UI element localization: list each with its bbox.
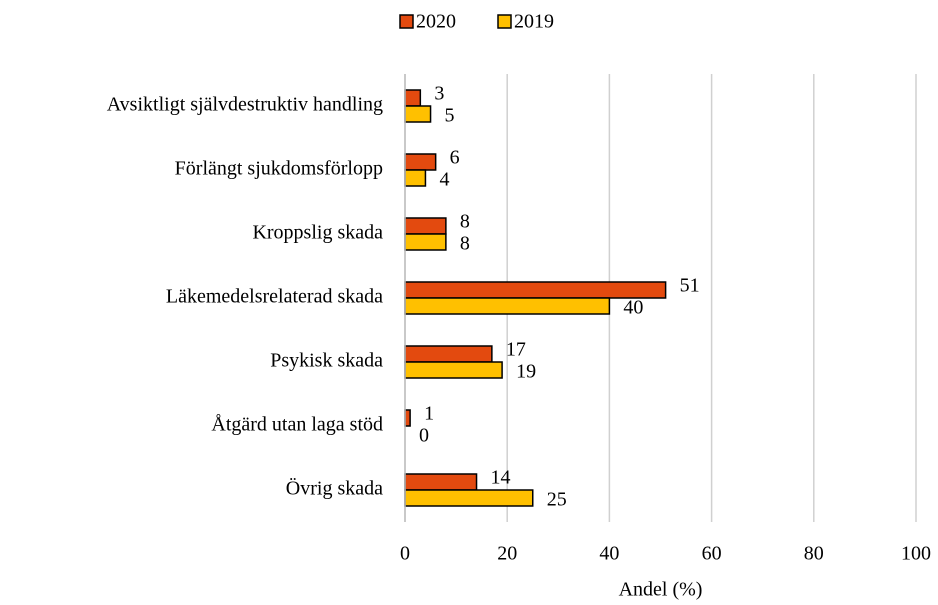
bar bbox=[404, 217, 447, 235]
bar bbox=[404, 105, 432, 123]
bar bbox=[404, 361, 503, 379]
data-label: 6 bbox=[450, 147, 460, 169]
data-label: 0 bbox=[419, 425, 429, 447]
legend-label: 2019 bbox=[514, 11, 554, 33]
x-axis-label: Andel (%) bbox=[619, 579, 703, 601]
data-label: 51 bbox=[680, 275, 700, 297]
x-tick-label: 0 bbox=[400, 543, 410, 565]
x-tick-label: 100 bbox=[901, 543, 931, 565]
bar bbox=[404, 89, 422, 107]
x-tick-label: 40 bbox=[599, 543, 619, 565]
y-tick-label: Kroppslig skada bbox=[252, 222, 383, 244]
bar bbox=[404, 409, 411, 427]
legend-label: 2020 bbox=[416, 11, 456, 33]
y-tick-label: Läkemedelsrelaterad skada bbox=[166, 286, 383, 308]
data-label: 14 bbox=[491, 467, 511, 489]
x-tick-label: 20 bbox=[497, 543, 517, 565]
data-label: 1 bbox=[424, 403, 434, 425]
bar bbox=[404, 489, 534, 507]
x-tick-label: 60 bbox=[702, 543, 722, 565]
y-tick-label: Förlängt sjukdomsförlopp bbox=[175, 158, 383, 180]
legend-swatch bbox=[497, 14, 512, 29]
bar bbox=[404, 281, 667, 299]
bar bbox=[404, 169, 427, 187]
y-tick-label: Avsiktligt självdestruktiv handling bbox=[107, 94, 383, 116]
data-label: 5 bbox=[445, 105, 455, 127]
data-label: 4 bbox=[439, 169, 449, 191]
x-tick-label: 80 bbox=[804, 543, 824, 565]
y-tick-label: Åtgärd utan laga stöd bbox=[211, 414, 383, 436]
bar bbox=[404, 473, 478, 491]
y-tick-label: Övrig skada bbox=[286, 477, 383, 500]
y-tick-label: Psykisk skada bbox=[270, 350, 383, 372]
data-label: 17 bbox=[506, 339, 526, 361]
legend-swatch bbox=[399, 14, 414, 29]
data-label: 8 bbox=[460, 233, 470, 255]
bar bbox=[404, 233, 447, 251]
data-label: 25 bbox=[547, 489, 567, 511]
bar bbox=[404, 297, 611, 315]
data-label: 19 bbox=[516, 361, 536, 383]
data-label: 3 bbox=[434, 83, 444, 105]
bar bbox=[404, 153, 437, 171]
data-label: 8 bbox=[460, 211, 470, 233]
bar bbox=[404, 345, 493, 363]
data-label: 40 bbox=[623, 297, 643, 319]
